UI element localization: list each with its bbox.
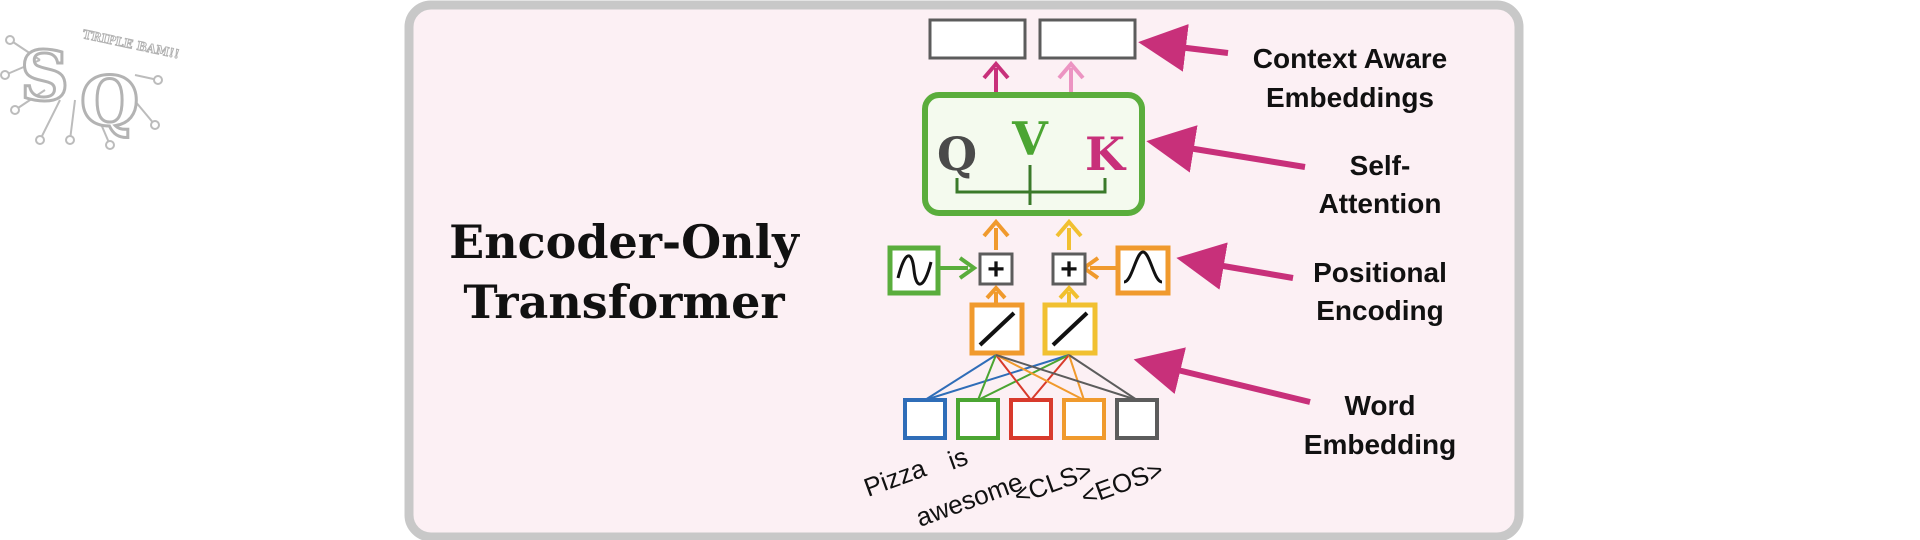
- label-self-attention-line-1: Self-: [1350, 150, 1411, 181]
- value-symbol: V: [1011, 112, 1049, 166]
- attention-output-arrows: [982, 60, 1085, 92]
- label-word-embedding-line-2: Embedding: [1304, 429, 1456, 460]
- positional-sine-box: [887, 245, 941, 296]
- token-box-pizza: [903, 398, 947, 440]
- label-positional-line-1: Positional: [1313, 257, 1447, 288]
- arrow-context: [1138, 24, 1229, 72]
- logo-letter-q: Q: [80, 62, 139, 142]
- key-symbol: K: [1085, 127, 1127, 181]
- label-positional-line-2: Encoding: [1316, 295, 1444, 326]
- query-symbol: Q: [937, 127, 977, 181]
- logo-letter-s: S: [20, 37, 69, 117]
- pointer-arrows: [1133, 24, 1311, 405]
- token-box-cls: [1062, 398, 1106, 440]
- label-context-line-2: Embeddings: [1266, 82, 1434, 113]
- label-context-line-1: Context Aware: [1253, 43, 1448, 74]
- plus-to-attention-arrows: [982, 218, 1083, 250]
- statquest-logo: S Q TRIPLE BAM!!: [0, 27, 181, 150]
- add-box-2: +: [1051, 252, 1087, 286]
- token-box-eos: [1115, 398, 1159, 440]
- add-box-1: +: [978, 252, 1014, 286]
- context-embedding-box-1: [928, 18, 1027, 60]
- positional-cosine-box: [1115, 245, 1171, 296]
- label-self-attention-line-2: Attention: [1319, 188, 1442, 219]
- svg-text:+: +: [1060, 253, 1078, 286]
- arrow-word-embedding: [1133, 347, 1311, 405]
- token-box-is: [956, 398, 1000, 440]
- title-line-1: Encoder-Only: [449, 215, 800, 269]
- label-word-embedding-line-1: Word: [1344, 390, 1415, 421]
- context-embedding-box-2: [1038, 18, 1137, 60]
- token-connection-lines: [924, 354, 1138, 401]
- arrow-self-attention: [1146, 125, 1306, 173]
- attention-connector: [955, 165, 1107, 205]
- word-embedding-node-1: [969, 302, 1025, 356]
- content-panel: [404, 0, 1524, 540]
- self-attention-box: [922, 92, 1145, 216]
- arrow-positional: [1176, 242, 1294, 290]
- title-line-2: Transformer: [463, 275, 785, 329]
- token-box-awesome: [1009, 398, 1053, 440]
- svg-text:+: +: [987, 253, 1005, 286]
- word-embedding-node-2: [1042, 302, 1098, 356]
- logo-tagline: TRIPLE BAM!!: [81, 27, 180, 61]
